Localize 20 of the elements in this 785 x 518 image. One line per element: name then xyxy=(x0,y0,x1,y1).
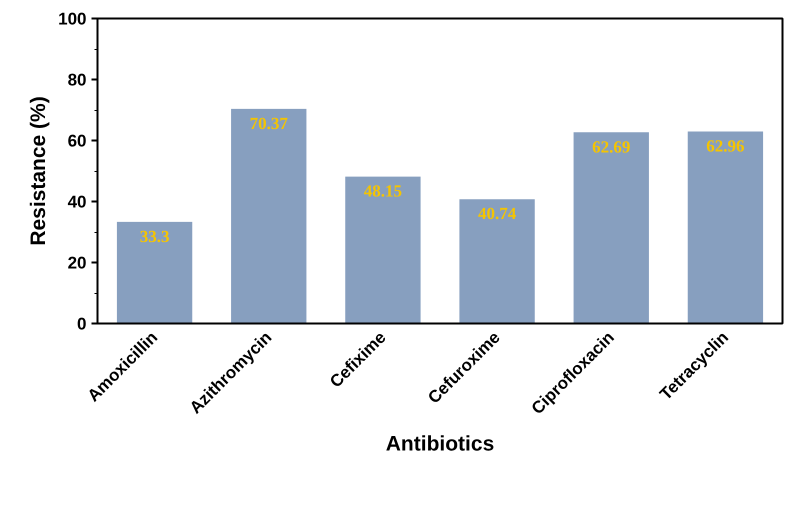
data-label: 48.15 xyxy=(364,182,402,201)
bar xyxy=(345,176,421,324)
bar xyxy=(231,108,306,324)
bar xyxy=(574,132,649,324)
x-axis-title: Antibiotics xyxy=(386,432,494,456)
y-tick-label: 0 xyxy=(77,314,87,334)
y-tick-label: 40 xyxy=(68,192,87,212)
y-tick-label: 80 xyxy=(68,70,87,90)
bar xyxy=(688,131,764,324)
y-tick-label: 20 xyxy=(68,254,87,272)
y-tick-label: 100 xyxy=(58,10,87,28)
bar xyxy=(116,222,192,324)
bar xyxy=(459,199,535,324)
data-label: 62.69 xyxy=(592,137,630,156)
data-label: 70.37 xyxy=(250,114,288,133)
data-label: 62.96 xyxy=(706,136,745,156)
y-tick-label: 60 xyxy=(68,132,87,150)
y-axis-title: Resistance (%) xyxy=(27,96,50,246)
data-label: 33.3 xyxy=(140,226,170,246)
data-label: 40.74 xyxy=(478,204,517,224)
